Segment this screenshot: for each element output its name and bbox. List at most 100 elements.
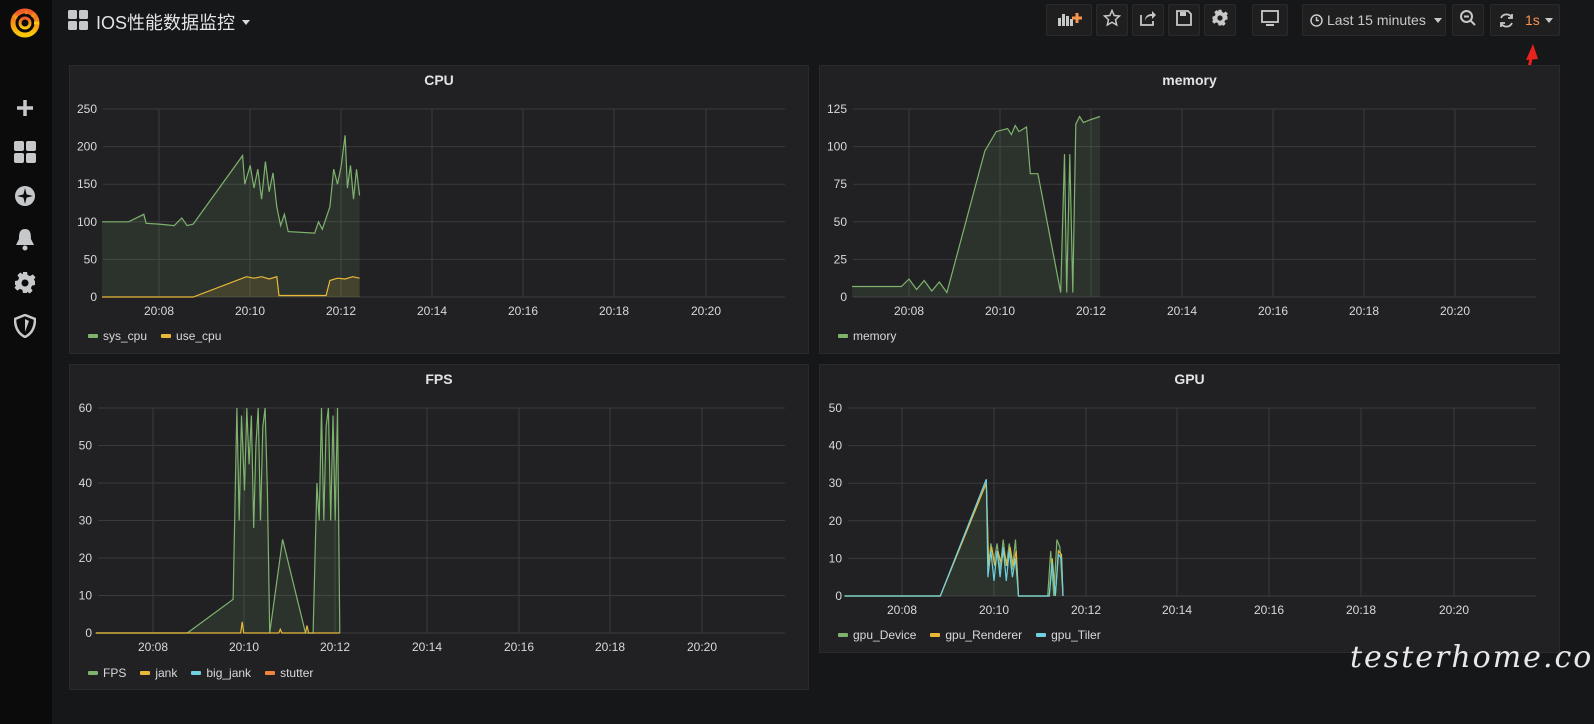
- legend-item-stutter[interactable]: stutter: [265, 666, 313, 680]
- refresh-picker[interactable]: 1s: [1490, 4, 1560, 36]
- shield-icon[interactable]: [11, 312, 39, 340]
- fps-panel[interactable]: FPS 0 10 20 30 40 50 60 20:08 20:10 20:12 20:14 20:…: [69, 364, 809, 690]
- cpu-panel[interactable]: CPU 0 50 100 150 200 250 20:08 20:10 20:12 20:14 2…: [69, 65, 809, 354]
- gpu-panel[interactable]: GPU 0 10 20 30 40 50 20:08 20:10 20:12 20:14 20:16…: [819, 364, 1560, 653]
- legend-swatch: [265, 671, 276, 675]
- memory-panel[interactable]: memory 0 25 50 75 100 125 20:08 20:10 20:12 20:14…: [819, 65, 1560, 354]
- y-tick-label: 75: [834, 177, 848, 191]
- legend-label: memory: [853, 329, 897, 343]
- chevron-down-icon: [1433, 17, 1442, 23]
- dashboards-icon[interactable]: [11, 138, 39, 166]
- series-line-sys-cpu: [102, 135, 361, 234]
- x-tick-label: 20:12: [326, 304, 356, 318]
- x-tick-label: 20:20: [687, 640, 717, 654]
- y-tick-label: 20: [829, 514, 843, 528]
- share-button[interactable]: [1132, 4, 1164, 36]
- chart-canvas: 0 10 20 30 40 50 20:08 20:10 20:12 20:14 20:16 20:1…: [829, 401, 1536, 617]
- y-tick-label: 20: [79, 551, 93, 565]
- time-range-label: Last 15 minutes: [1327, 12, 1426, 28]
- tv-mode-icon: [1261, 9, 1279, 31]
- panel-title: GPU: [1174, 371, 1205, 387]
- share-icon: [1139, 9, 1157, 32]
- chart-legend: memory: [838, 329, 896, 343]
- legend-item-big-jank[interactable]: big_jank: [191, 666, 251, 680]
- chevron-down-icon: [242, 19, 251, 25]
- x-tick-label: 20:08: [887, 603, 917, 617]
- y-tick-label: 25: [834, 252, 848, 266]
- explore-compass-icon[interactable]: [11, 182, 39, 210]
- y-tick-label: 0: [840, 290, 847, 304]
- y-tick-label: 150: [77, 177, 97, 191]
- x-tick-label: 20:14: [1167, 304, 1197, 318]
- legend-item-gpu-device[interactable]: gpu_Device: [838, 628, 916, 642]
- legend-label: gpu_Device: [853, 628, 917, 642]
- legend-swatch: [930, 633, 941, 637]
- series-line-memory: [852, 115, 1101, 294]
- legend-item-memory[interactable]: memory: [838, 329, 896, 343]
- legend-item-fps[interactable]: FPS: [88, 666, 126, 680]
- x-tick-label: 20:10: [979, 603, 1009, 617]
- clock-icon: [1310, 13, 1323, 27]
- y-tick-label: 50: [834, 215, 848, 229]
- refresh-icon: [1498, 12, 1515, 29]
- chart-canvas: 0 10 20 30 40 50 60 20:08 20:10 20:12 20:14 20:16 20…: [79, 401, 785, 654]
- dashboard-picker[interactable]: IOS性能数据监控: [68, 9, 251, 35]
- y-tick-label: 30: [829, 476, 843, 490]
- x-tick-label: 20:18: [595, 640, 625, 654]
- x-tick-label: 20:14: [412, 640, 442, 654]
- alerting-bell-icon[interactable]: [11, 225, 39, 253]
- legend-item-sys-cpu[interactable]: sys_cpu: [88, 329, 147, 343]
- y-tick-label: 60: [79, 401, 93, 415]
- y-tick-label: 50: [79, 439, 93, 453]
- legend-label: FPS: [103, 666, 127, 680]
- y-tick-label: 40: [79, 476, 93, 490]
- x-tick-label: 20:18: [599, 304, 629, 318]
- save-button[interactable]: [1168, 4, 1200, 36]
- legend-label: jank: [155, 666, 178, 680]
- y-tick-label: 125: [827, 102, 847, 116]
- y-tick-label: 50: [829, 401, 843, 415]
- time-range-picker[interactable]: Last 15 minutes: [1302, 4, 1446, 36]
- grafana-logo-icon[interactable]: [7, 5, 43, 41]
- legend-item-jank[interactable]: jank: [140, 666, 177, 680]
- y-tick-label: 0: [85, 626, 92, 640]
- save-icon: [1176, 9, 1192, 31]
- x-tick-label: 20:20: [691, 304, 721, 318]
- legend-label: big_jank: [206, 666, 252, 680]
- x-tick-label: 20:12: [1071, 603, 1101, 617]
- y-tick-label: 40: [829, 439, 843, 453]
- x-tick-label: 20:10: [229, 640, 259, 654]
- star-icon: [1102, 8, 1122, 32]
- zoom-out-button[interactable]: [1452, 4, 1484, 36]
- legend-item-gpu-tiler[interactable]: gpu_Tiler: [1036, 628, 1101, 642]
- legend-swatch: [161, 334, 172, 338]
- tv-mode-button[interactable]: [1252, 4, 1288, 36]
- y-tick-label: 10: [829, 551, 843, 565]
- chart-legend: FPS jank big_jank stutter: [88, 666, 313, 680]
- series-line-fps: [95, 407, 341, 634]
- settings-button[interactable]: [1204, 4, 1236, 36]
- sidebar: [0, 0, 52, 724]
- panel-title: FPS: [425, 371, 453, 387]
- plus-icon[interactable]: [11, 94, 39, 122]
- y-tick-label: 0: [90, 290, 97, 304]
- series-line-use-cpu: [102, 275, 360, 298]
- legend-item-gpu-renderer[interactable]: gpu_Renderer: [930, 628, 1022, 642]
- legend-swatch: [191, 671, 202, 675]
- series-area-memory: [852, 116, 1101, 297]
- x-tick-label: 20:16: [1254, 603, 1284, 617]
- series-area-sys-cpu: [102, 135, 360, 297]
- panel-title: CPU: [424, 72, 454, 88]
- series-line-jank: [95, 621, 340, 634]
- legend-label: gpu_Tiler: [1051, 628, 1101, 642]
- add-panel-button[interactable]: [1046, 4, 1092, 36]
- configuration-gear-icon[interactable]: [11, 269, 39, 297]
- star-button[interactable]: [1096, 4, 1128, 36]
- top-navbar: IOS性能数据监控 Last 15 minutes: [52, 0, 1594, 44]
- series-area-use-cpu: [102, 276, 360, 297]
- y-tick-label: 250: [77, 102, 97, 116]
- legend-item-use-cpu[interactable]: use_cpu: [161, 329, 221, 343]
- x-tick-label: 20:16: [1258, 304, 1288, 318]
- legend-label: sys_cpu: [103, 329, 148, 343]
- x-tick-label: 20:12: [1076, 304, 1106, 318]
